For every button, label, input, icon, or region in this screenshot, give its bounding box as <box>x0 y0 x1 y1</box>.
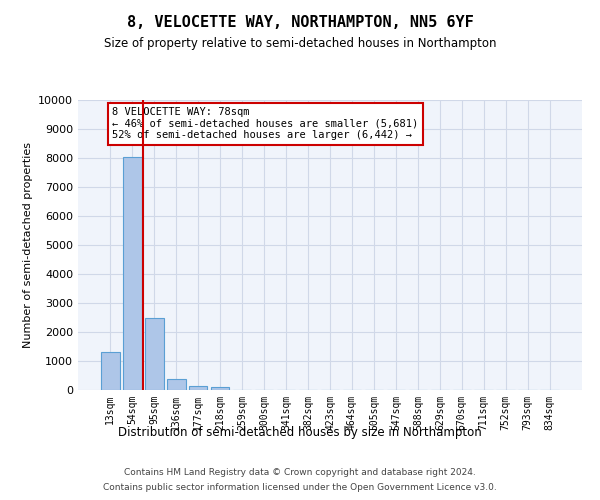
Text: Distribution of semi-detached houses by size in Northampton: Distribution of semi-detached houses by … <box>118 426 482 439</box>
Text: Size of property relative to semi-detached houses in Northampton: Size of property relative to semi-detach… <box>104 38 496 51</box>
Bar <box>123 156 142 390</box>
Bar <box>189 386 208 390</box>
Y-axis label: Number of semi-detached properties: Number of semi-detached properties <box>23 142 32 348</box>
Text: 8 VELOCETTE WAY: 78sqm
← 46% of semi-detached houses are smaller (5,681)
52% of : 8 VELOCETTE WAY: 78sqm ← 46% of semi-det… <box>112 108 419 140</box>
Bar <box>211 386 229 390</box>
Text: Contains HM Land Registry data © Crown copyright and database right 2024.: Contains HM Land Registry data © Crown c… <box>124 468 476 477</box>
Text: Contains public sector information licensed under the Open Government Licence v3: Contains public sector information licen… <box>103 483 497 492</box>
Bar <box>145 318 164 390</box>
Bar <box>167 379 185 390</box>
Text: 8, VELOCETTE WAY, NORTHAMPTON, NN5 6YF: 8, VELOCETTE WAY, NORTHAMPTON, NN5 6YF <box>127 15 473 30</box>
Bar <box>101 352 119 390</box>
